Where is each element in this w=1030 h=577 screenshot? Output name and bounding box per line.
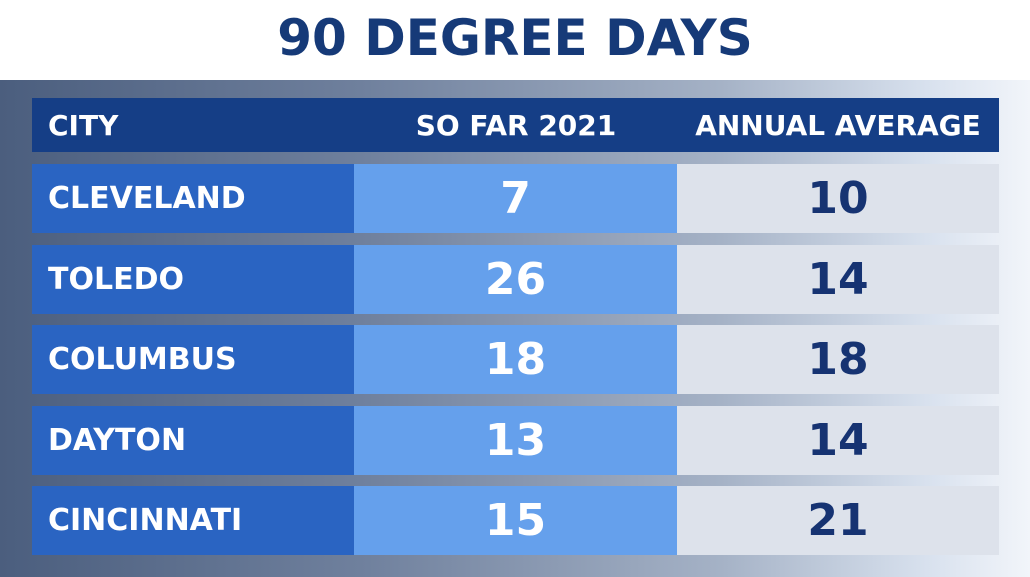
city-cell: CLEVELAND xyxy=(32,164,354,233)
table-row: CINCINNATI 15 21 xyxy=(32,486,999,555)
so-far-2021-cell: 26 xyxy=(354,245,677,314)
annual-average-cell: 18 xyxy=(677,325,999,394)
annual-average-cell: 10 xyxy=(677,164,999,233)
city-cell: TOLEDO xyxy=(32,245,354,314)
so-far-2021-cell: 15 xyxy=(354,486,677,555)
column-header-city: CITY xyxy=(48,108,119,142)
page-title: 90 DEGREE DAYS xyxy=(277,9,753,67)
so-far-2021-cell: 13 xyxy=(354,406,677,475)
column-header-annual-average: ANNUAL AVERAGE xyxy=(695,108,981,142)
title-bar: 90 DEGREE DAYS xyxy=(0,0,1030,80)
annual-average-cell: 14 xyxy=(677,406,999,475)
table-row: COLUMBUS 18 18 xyxy=(32,325,999,394)
so-far-2021-cell: 18 xyxy=(354,325,677,394)
annual-average-cell: 21 xyxy=(677,486,999,555)
table-row: DAYTON 13 14 xyxy=(32,406,999,475)
so-far-2021-cell: 7 xyxy=(354,164,677,233)
city-cell: CINCINNATI xyxy=(32,486,354,555)
table-header: CITY SO FAR 2021 ANNUAL AVERAGE xyxy=(32,98,999,152)
table-row: TOLEDO 26 14 xyxy=(32,245,999,314)
column-header-so-far: SO FAR 2021 xyxy=(415,108,617,142)
annual-average-cell: 14 xyxy=(677,245,999,314)
city-cell: COLUMBUS xyxy=(32,325,354,394)
city-cell: DAYTON xyxy=(32,406,354,475)
table-row: CLEVELAND 7 10 xyxy=(32,164,999,233)
